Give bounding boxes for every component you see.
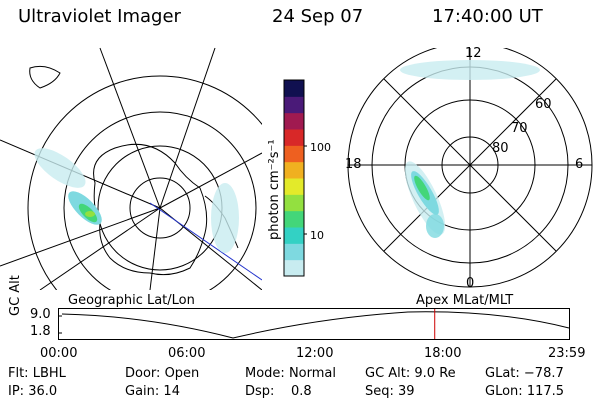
altitude-curve bbox=[61, 311, 570, 339]
meridian bbox=[99, 47, 161, 209]
mlt-label-0: 0 bbox=[466, 276, 475, 291]
meridian bbox=[39, 207, 161, 290]
colorbar-gradient bbox=[284, 80, 304, 277]
time-tick: 06:00 bbox=[168, 346, 206, 361]
colorbar-unit-label: photon cm⁻²s⁻¹ bbox=[267, 139, 282, 240]
geographic-panel-label: Geographic Lat/Lon bbox=[68, 293, 195, 308]
instrument-title: Ultraviolet Imager bbox=[18, 6, 181, 27]
status-gain: Gain: 14 bbox=[125, 384, 180, 399]
altitude-axis-label: GC Alt bbox=[8, 275, 23, 316]
status-mode: Mode: Normal bbox=[245, 366, 336, 381]
status-gc-alt: GC Alt: 9.0 Re bbox=[365, 366, 456, 381]
time-tick: 12:00 bbox=[296, 346, 334, 361]
time-label: 17:40:00 UT bbox=[432, 6, 543, 27]
date-label: 24 Sep 07 bbox=[272, 6, 364, 27]
aurora-emission bbox=[34, 148, 239, 253]
colorbar-segment bbox=[284, 178, 304, 195]
colorbar-segment bbox=[284, 80, 304, 97]
mlat-label-80: 80 bbox=[492, 141, 509, 156]
reference-line bbox=[149, 202, 262, 281]
mlat-label-70: 70 bbox=[511, 121, 528, 136]
status-flt: Flt: LBHL bbox=[8, 366, 66, 381]
status-ip: IP: 36.0 bbox=[8, 384, 58, 399]
mlat-mlt-polar-panel bbox=[347, 48, 593, 288]
colorbar-segment bbox=[284, 96, 304, 114]
meridian bbox=[159, 47, 216, 209]
altitude-tick-low: 1.8 bbox=[30, 324, 51, 339]
coast-fragment bbox=[29, 65, 61, 89]
colorbar bbox=[283, 79, 307, 277]
colorbar-tick-100: 100 bbox=[310, 141, 331, 154]
time-tick: 00:00 bbox=[40, 346, 78, 361]
colorbar-segment bbox=[284, 161, 304, 179]
altitude-tick-high: 9.0 bbox=[30, 307, 51, 322]
status-glon: GLon: 117.5 bbox=[485, 384, 565, 399]
meridian bbox=[0, 207, 161, 267]
altitude-plot-frame bbox=[58, 308, 570, 340]
geographic-map-panel bbox=[0, 47, 262, 290]
altitude-strip-chart bbox=[58, 308, 570, 340]
mlt-label-18: 18 bbox=[345, 157, 362, 172]
colorbar-segment bbox=[284, 210, 304, 228]
colorbar-segment bbox=[284, 112, 304, 130]
mlt-meridian bbox=[383, 78, 557, 252]
lat-circle-outer bbox=[27, 75, 262, 290]
status-door: Door: Open bbox=[125, 366, 200, 381]
lat-circle-inner bbox=[129, 177, 191, 239]
colorbar-segment bbox=[284, 243, 304, 261]
colorbar-tick-10: 10 bbox=[310, 229, 324, 242]
status-glat: GLat: −78.7 bbox=[485, 366, 564, 381]
apex-panel-label: Apex MLat/MLT bbox=[416, 293, 514, 308]
lat-circle bbox=[63, 111, 257, 290]
meridian bbox=[159, 152, 262, 209]
mlt-label-6: 6 bbox=[575, 157, 584, 172]
colorbar-segment bbox=[284, 145, 304, 163]
meridian bbox=[149, 207, 161, 290]
continent-outline bbox=[93, 143, 208, 276]
colorbar-segment bbox=[284, 194, 304, 212]
aurora-oval bbox=[400, 60, 540, 238]
mlat-label-60: 60 bbox=[535, 97, 552, 112]
time-tick: 23:59 bbox=[548, 346, 586, 361]
colorbar-segment bbox=[284, 129, 304, 146]
time-tick: 18:00 bbox=[424, 346, 462, 361]
colorbar-segment bbox=[284, 227, 304, 244]
mlt-label-12: 12 bbox=[465, 46, 482, 61]
status-seq: Seq: 39 bbox=[365, 384, 415, 399]
status-dsp: Dsp: 0.8 bbox=[245, 384, 312, 399]
colorbar-segment bbox=[284, 259, 304, 277]
